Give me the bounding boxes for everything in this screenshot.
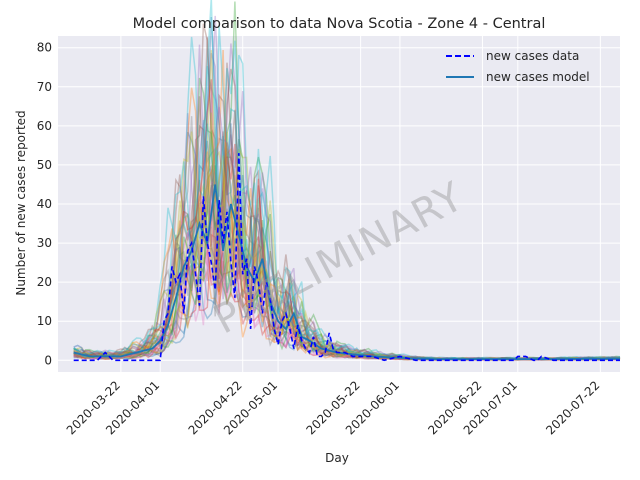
- series-line-model: [73, 184, 620, 361]
- legend-label-data: new cases data: [486, 49, 579, 63]
- y-axis-ticks: 0 10 20 30 40 50 60 70 80: [37, 41, 52, 368]
- y-tick-label: 30: [37, 236, 52, 250]
- y-tick-label: 60: [37, 119, 52, 133]
- y-axis-label: Number of new cases reported: [14, 110, 28, 295]
- grid: [58, 36, 620, 372]
- y-tick-label: 0: [44, 353, 52, 367]
- y-tick-label: 50: [37, 158, 52, 172]
- legend: new cases data new cases model: [446, 49, 590, 84]
- model-trajectory: [73, 23, 621, 361]
- y-tick-label: 80: [37, 41, 52, 55]
- y-tick-label: 70: [37, 80, 52, 94]
- series-lines: [73, 153, 620, 362]
- y-tick-label: 10: [37, 314, 52, 328]
- series-line-data: [73, 153, 620, 362]
- y-tick-label: 40: [37, 197, 52, 211]
- y-tick-label: 20: [37, 275, 52, 289]
- chart-title: Model comparison to data Nova Scotia - Z…: [133, 16, 546, 32]
- x-axis-label: Day: [325, 451, 349, 465]
- legend-label-model: new cases model: [486, 70, 590, 84]
